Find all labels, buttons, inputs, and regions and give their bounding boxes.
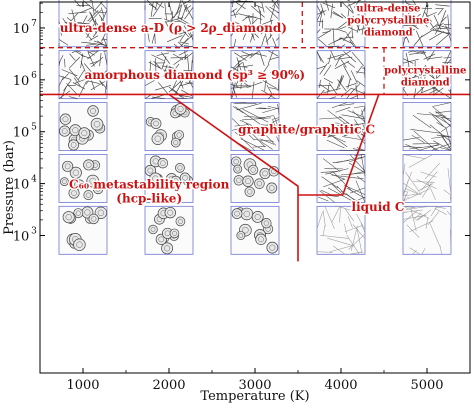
fullerene-molecule [79, 128, 90, 139]
fullerene-molecule [59, 126, 69, 136]
region-label-polycrystalline-diamond: diamond [401, 78, 450, 89]
fullerene-molecule [84, 191, 93, 200]
region-label-amorphous-diamond: amorphous diamond (sp³ ≥ 90%) [85, 68, 306, 82]
sample-structure-fullerene [59, 206, 107, 254]
y-tick-base: 10 [13, 126, 30, 141]
region-label-liquid: liquid C [352, 200, 405, 214]
fullerene-molecule [241, 208, 253, 220]
region-label-ultra-dense-polycrystalline: polycrystalline [347, 16, 429, 27]
region-label-c60: C₆₀ metastability region [69, 178, 230, 192]
region-label-graphitic: graphite/graphitic C [238, 122, 375, 136]
region-label-ultra-dense-polycrystalline: ultra-dense [356, 4, 420, 15]
fullerene-molecule [267, 183, 277, 193]
fullerene-molecule [260, 168, 270, 178]
y-tick-exponent: 7 [31, 19, 37, 29]
fullerene-molecule [158, 158, 168, 168]
sample-structure-fullerene [59, 103, 107, 151]
fullerene-molecule [74, 239, 86, 251]
fullerene-molecule [60, 114, 71, 125]
x-tick-label: 1000 [66, 378, 99, 393]
fullerene-molecule [243, 176, 254, 187]
fullerene-molecule [91, 118, 103, 130]
y-tick-base: 10 [13, 22, 30, 37]
region-label-polycrystalline-diamond: polycrystalline [384, 66, 466, 77]
x-tick-label: 4000 [324, 378, 357, 393]
fullerene-molecule [165, 207, 176, 218]
fullerene-molecule [245, 187, 255, 197]
x-tick-label: 2000 [152, 378, 185, 393]
fullerene-molecule [63, 211, 74, 222]
fullerene-molecule [176, 217, 185, 226]
fullerene-molecule [237, 231, 245, 239]
fullerene-molecule [152, 133, 164, 145]
sample-structure-fullerene [231, 206, 279, 254]
y-tick-exponent: 4 [31, 175, 37, 185]
fullerene-molecule [149, 225, 158, 234]
sample-structure-dense [317, 51, 365, 99]
fullerene-molecule [62, 161, 72, 171]
sample-structure-graphitic [403, 103, 451, 151]
fullerene-molecule [170, 229, 179, 238]
fullerene-molecule [255, 179, 265, 189]
fullerene-molecule [83, 160, 93, 170]
fullerene-molecule [151, 118, 161, 128]
sample-structure-fullerene [145, 103, 193, 151]
fullerene-molecule [252, 211, 263, 222]
sample-box [403, 206, 451, 254]
fullerene-molecule [60, 178, 68, 186]
fullerene-molecule [88, 106, 99, 117]
fullerene-molecule [234, 175, 244, 185]
fullerene-molecule [175, 163, 184, 172]
sample-structure-liquid [403, 154, 451, 202]
y-tick-base: 10 [13, 74, 30, 89]
fullerene-molecule [89, 214, 99, 224]
x-tick-label: 5000 [410, 378, 443, 393]
sample-structure-fullerene [231, 154, 279, 202]
fullerene-molecule [248, 165, 257, 174]
fullerene-molecule [232, 209, 242, 219]
fullerene-molecule [234, 165, 242, 173]
y-tick-exponent: 6 [31, 71, 37, 81]
x-axis-label: Temperature (K) [200, 389, 309, 404]
fullerene-molecule [256, 234, 267, 245]
y-axis-label: Pressure (bar) [2, 140, 17, 235]
y-tick-exponent: 5 [31, 123, 37, 133]
region-label-c60: (hcp-like) [116, 192, 182, 206]
y-tick-exponent: 3 [31, 226, 37, 236]
region-label-ultra-dense: ultra-dense a-D (ρ > 2ρ_diamond) [60, 21, 287, 36]
sample-structure-liquid [403, 206, 451, 254]
fullerene-molecule [267, 242, 278, 253]
sample-structure-fullerene [145, 206, 193, 254]
region-label-ultra-dense-polycrystalline: diamond [364, 28, 413, 39]
fullerene-molecule [262, 218, 272, 228]
fullerene-molecule [171, 138, 180, 147]
